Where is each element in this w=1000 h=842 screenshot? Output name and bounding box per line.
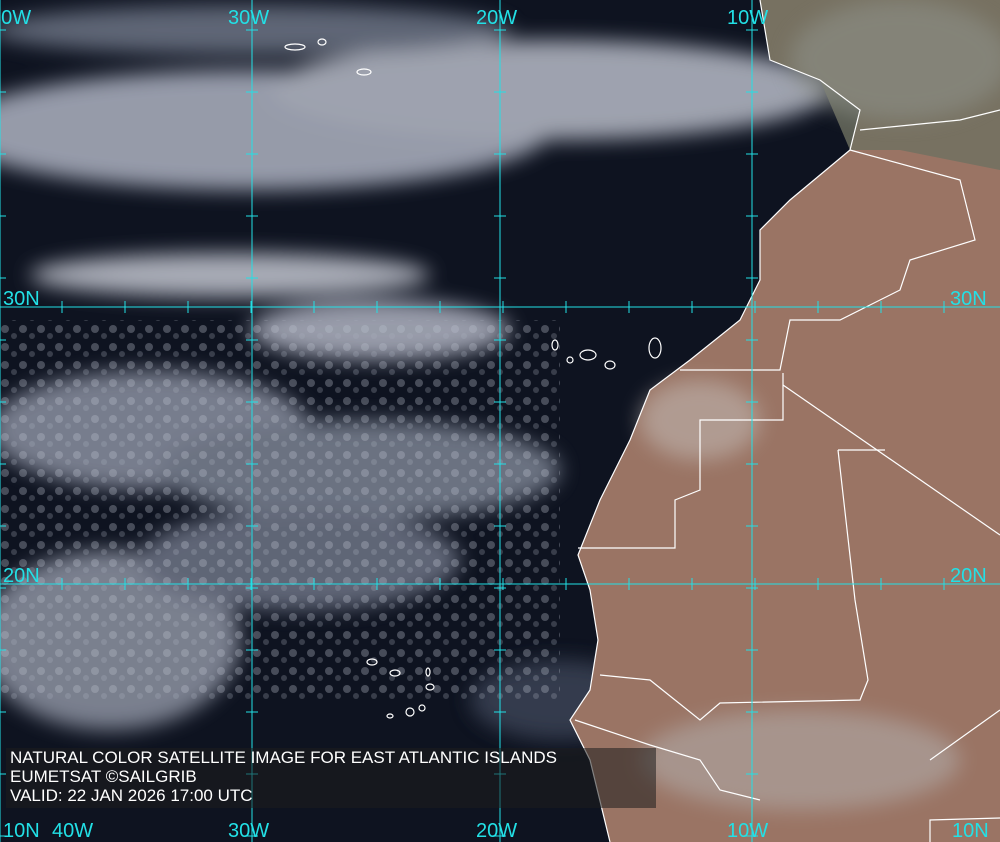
caption-box: NATURAL COLOR SATELLITE IMAGE FOR EAST A…: [6, 748, 656, 808]
lon-label-30w: 30W: [228, 7, 270, 29]
cloud-cover: [0, 5, 830, 740]
lat-label-20n-right: 20N: [950, 565, 987, 587]
lat-label-20n: 20N: [3, 565, 40, 587]
image-title: NATURAL COLOR SATELLITE IMAGE FOR EAST A…: [10, 748, 557, 767]
islands: [284, 38, 662, 719]
valid-time: VALID: 22 JAN 2026 17:00 UTC: [10, 786, 253, 805]
lon-label-40w: 40W: [0, 7, 32, 29]
lat-label-10n: 10N: [3, 820, 40, 842]
land: [570, 0, 1000, 842]
lat-label-30n: 30N: [3, 288, 40, 310]
borders: [569, 0, 1000, 842]
lon-label-20w-bottom: 20W: [476, 820, 518, 842]
credit: EUMETSAT ©SAILGRIB: [10, 767, 197, 786]
lat-label-30n-right: 30N: [950, 288, 987, 310]
lon-label-20w: 20W: [476, 7, 518, 29]
lon-label-40w-bottom: 40W: [52, 820, 94, 842]
lat-label-10n-right: 10N: [952, 820, 989, 842]
lon-label-30w-bottom: 30W: [228, 820, 270, 842]
lon-label-10w-bottom: 10W: [727, 820, 769, 842]
lon-label-10w: 10W: [727, 7, 769, 29]
